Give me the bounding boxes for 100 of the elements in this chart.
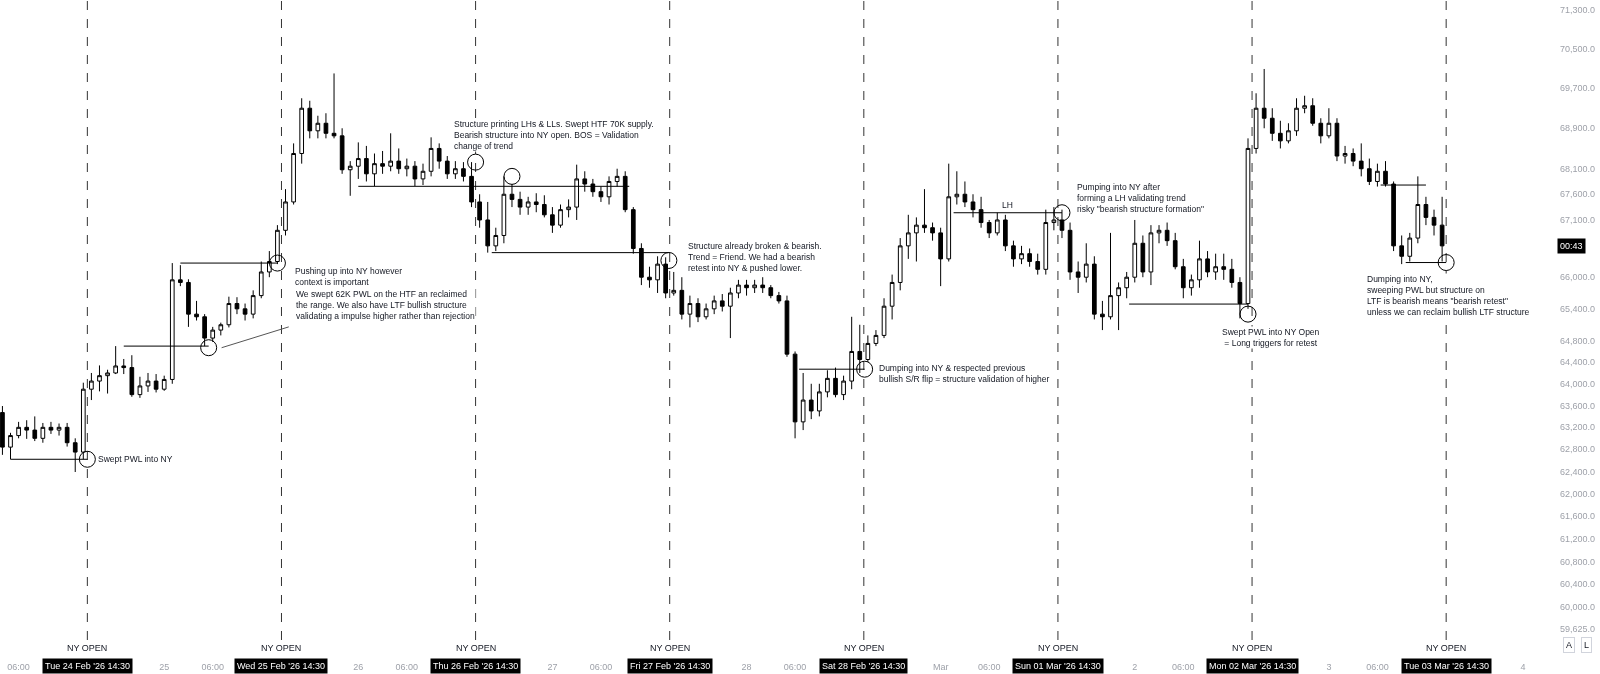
candlestick [873,329,879,347]
y-tick-label: 61,200.0 [1560,533,1596,544]
candlestick [1342,145,1348,165]
candlestick [40,422,46,444]
candlestick [889,274,895,320]
candlestick [234,296,240,315]
x-tick-label: 4 [1520,662,1526,672]
point [856,360,874,378]
candlestick [32,415,38,442]
candlestick [1286,122,1291,144]
candlestick [97,364,102,392]
candlestick [186,278,191,328]
candlestick [736,279,741,299]
candlestick [453,160,458,180]
y-tick-label: 62,000.0 [1560,488,1596,499]
candlestick [355,141,361,180]
candlestick [242,303,248,321]
candlestick [719,293,725,312]
annotation: Structure printing LHs & LLs. Swept HTF 70K supply. Bearish structure into NY open. BOS = Validation change of trend [454,119,654,152]
y-tick-label: 62,800.0 [1560,444,1596,455]
y-tick-label: 64,000.0 [1560,378,1596,389]
candlestick [250,289,256,319]
x-tick-label: 06:00 [395,662,419,672]
candlestick [194,300,199,321]
candlestick [679,276,685,320]
candlestick [954,170,960,206]
ref-line-label: NY OPEN [456,643,497,653]
candlestick [153,373,159,393]
candlestick [744,279,749,297]
point [467,153,485,171]
x-tick-label: 06:00 [201,662,224,672]
ref-line-label: NY OPEN [261,643,302,653]
candlestick [1431,209,1437,236]
x-tick-label: Mar [932,662,949,672]
candlestick [558,204,563,229]
point [503,167,521,185]
candlestick [1399,234,1405,265]
candlestick [922,188,927,234]
y-tick-label: 62,400.0 [1560,466,1596,477]
candlestick [905,214,911,260]
annotation: Structure already broken & bearish. Trend = Friend. We had a bearish retest into NY & pushed lower. [688,241,822,274]
candlestick [1423,196,1429,226]
x-tick-label: 26 [353,662,364,672]
candlestick [1229,258,1235,289]
candlestick [1132,219,1138,283]
point [268,254,286,272]
candlestick [881,297,887,339]
candlestick [428,136,434,177]
x-tick-label: Tue 24 Feb '26 14:30 [45,661,130,671]
x-tick-label: Mon 02 Mar '26 14:30 [1209,661,1297,671]
candlestick [331,72,337,139]
text: 00:43 [1560,241,1583,251]
x-tick-label: 06:00 [1366,662,1389,672]
candlestick [1035,253,1041,276]
candlestick [1180,258,1186,299]
y-tick-label: 59,625.0 [1560,624,1596,635]
candlestick [1334,117,1340,162]
point [200,339,218,357]
x-tick-label: 06:00 [1172,662,1195,672]
x-tick-label: 3 [1326,662,1332,672]
candlestick [946,163,952,262]
candlestick [226,296,232,328]
candlestick [436,142,442,170]
x-tick-label: 28 [741,662,752,672]
candlestick [113,345,118,375]
candlestick [566,198,571,218]
candlestick [339,127,345,175]
candlestick [404,158,410,177]
annotation: Pumping into NY after forming a LH validating trend risky "bearish structure formation" [1077,182,1204,215]
annotation: Dumping into NY & respected previous bullish S/R flip = structure validation of higher [879,363,1050,385]
candlestick [1140,234,1146,278]
candlestick [784,295,790,358]
point [78,450,96,468]
candlestick [541,194,547,218]
candlestick [671,271,677,297]
text: A [1566,640,1573,650]
x-tick-label: Tue 03 Mar '26 14:30 [1404,661,1489,671]
x-tick-label: 2 [1132,662,1138,672]
y-tick-label: 60,800.0 [1560,556,1596,567]
annotation: Swept PWL into NY Open = Long triggers for retest [1222,327,1320,349]
candlestick [1164,222,1170,247]
candlestick [897,237,903,291]
candlestick [1148,224,1154,286]
y-tick-label: 65,400.0 [1560,303,1596,314]
candlestick [768,284,774,299]
annotation: Dumping into NY, sweeping PWL but structure on LTF is bearish means "bearish retest" unless we can reclaim bullish LTF structure [1367,274,1530,318]
candlestick [396,147,402,175]
candlestick [380,150,385,175]
candlestick [647,266,652,289]
candlestick [1221,253,1227,281]
candlestick [816,383,822,417]
candlestick [1172,232,1178,270]
y-tick-label: 64,400.0 [1560,357,1596,368]
candlestick [24,419,30,440]
candlestick [1075,261,1081,294]
x-tick-label: 06:00 [589,662,613,672]
annotation: Pushing up into NY however context is important [295,266,403,288]
candlestick [1108,232,1113,320]
candlestick [315,115,321,139]
y-tick-label: 61,600.0 [1560,511,1596,522]
